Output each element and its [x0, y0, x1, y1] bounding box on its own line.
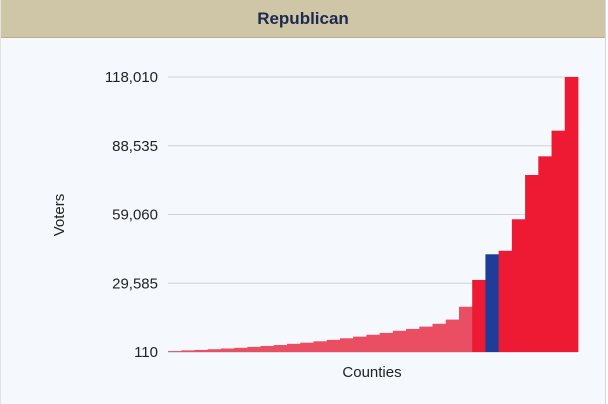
bar[interactable]	[445, 319, 460, 352]
bar[interactable]	[419, 326, 433, 352]
bar[interactable]	[525, 174, 539, 352]
bar[interactable]	[313, 341, 328, 352]
bar[interactable]	[287, 343, 301, 352]
bar[interactable]	[538, 156, 552, 352]
bar[interactable]	[498, 250, 513, 352]
bar[interactable]	[300, 342, 314, 352]
bar[interactable]	[247, 346, 261, 352]
bar[interactable]	[194, 349, 209, 352]
y-tick-label: 88,535	[112, 138, 158, 155]
y-axis-label: Voters	[51, 194, 68, 237]
bar[interactable]	[234, 347, 248, 352]
y-tick-label: 110	[134, 344, 158, 361]
bar[interactable]	[353, 336, 367, 352]
bar[interactable]	[181, 350, 195, 352]
bar[interactable]	[260, 345, 275, 352]
bar[interactable]	[392, 330, 407, 352]
bar[interactable]	[168, 351, 182, 352]
bar[interactable]	[458, 306, 473, 352]
bar[interactable]	[406, 328, 420, 352]
x-axis-label: Counties	[342, 364, 401, 381]
bar[interactable]	[220, 348, 235, 352]
bar[interactable]	[564, 77, 579, 352]
panel-title: Republican	[1, 0, 605, 38]
bars	[168, 77, 579, 352]
bar[interactable]	[379, 332, 394, 352]
y-tick-label: 29,585	[112, 275, 158, 292]
y-tick-label: 59,060	[112, 207, 158, 224]
bar[interactable]	[366, 334, 381, 352]
bar-highlighted-county[interactable]	[485, 254, 500, 352]
bar[interactable]	[551, 130, 566, 352]
bar[interactable]	[339, 338, 354, 352]
bar[interactable]	[326, 339, 341, 352]
bar[interactable]	[207, 349, 222, 352]
bar[interactable]	[432, 323, 447, 352]
bar[interactable]	[273, 345, 288, 352]
y-tick-labels: 118,010 88,535 59,060 29,585 110	[105, 69, 158, 361]
bar[interactable]	[472, 279, 486, 352]
y-tick-label: 118,010	[105, 69, 158, 86]
bar[interactable]	[511, 219, 526, 352]
